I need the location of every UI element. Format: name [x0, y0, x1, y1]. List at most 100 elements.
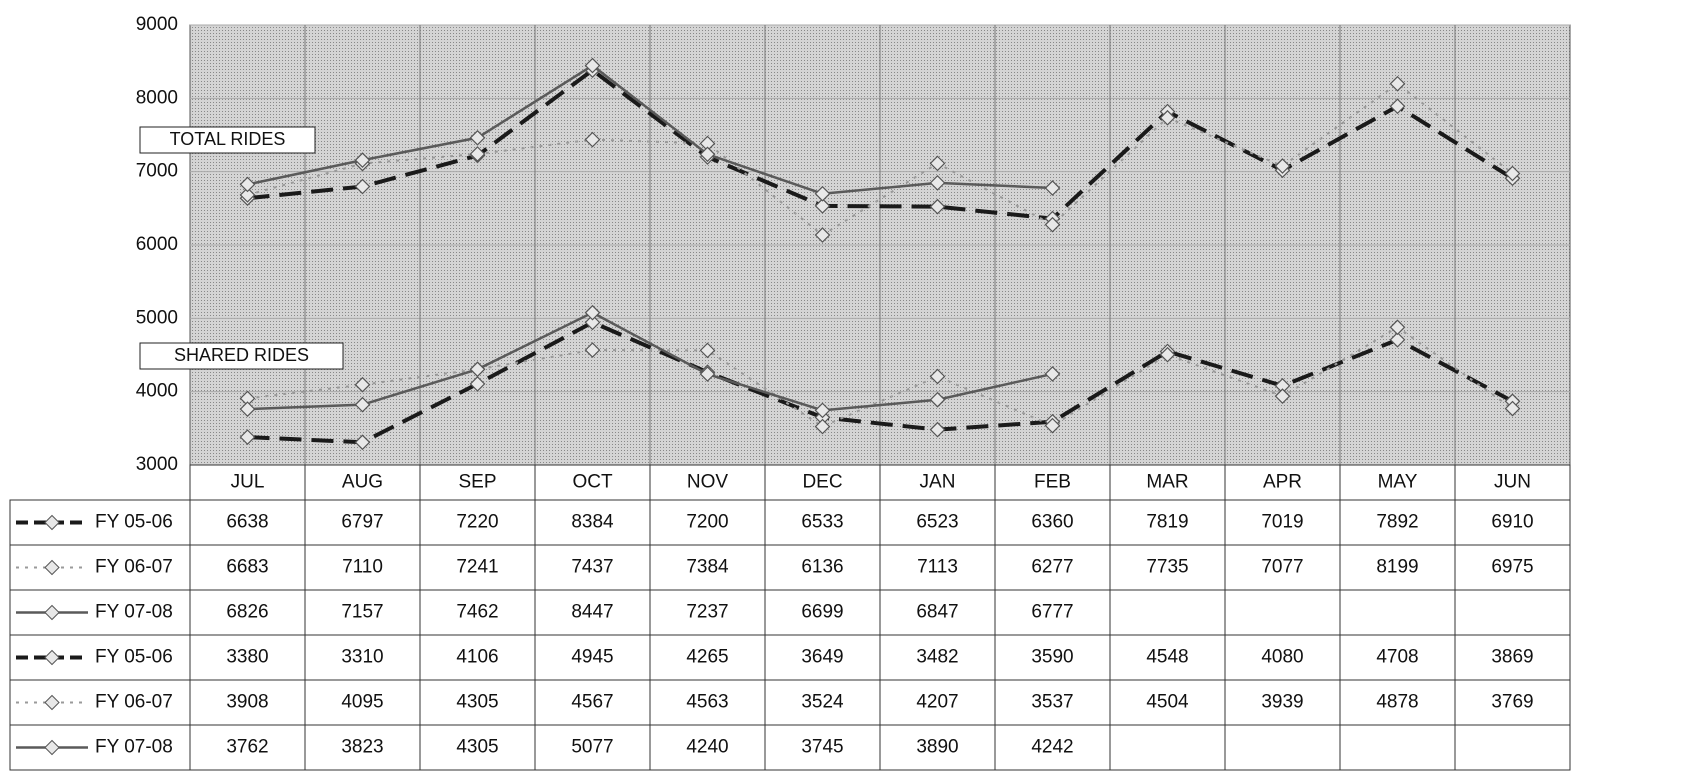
table-value: 6847 — [916, 602, 958, 623]
table-value: 4563 — [686, 692, 728, 713]
table-cell — [1339, 679, 1456, 726]
table-cell — [419, 679, 536, 726]
table-value: 4242 — [1031, 737, 1073, 758]
annotation-box — [139, 126, 316, 154]
table-cell — [1339, 589, 1456, 636]
marker — [699, 342, 716, 359]
table-value: 4240 — [686, 737, 728, 758]
table-value: 7241 — [456, 557, 498, 578]
x-tick-label: OCT — [572, 472, 613, 493]
marker — [1389, 75, 1406, 92]
table-cell — [879, 499, 996, 546]
table-value: 8199 — [1376, 557, 1418, 578]
table-value: 7237 — [686, 602, 728, 623]
table-cell — [189, 544, 306, 591]
marker — [929, 368, 946, 385]
table-cell — [419, 634, 536, 681]
marker — [814, 198, 831, 214]
marker — [929, 421, 946, 438]
table-value: 4878 — [1376, 692, 1418, 713]
table-cell — [1224, 589, 1341, 636]
x-tick-label: MAY — [1378, 472, 1418, 493]
table-cell — [1109, 544, 1226, 591]
table-cell — [304, 724, 421, 771]
marker — [354, 396, 371, 413]
table-value: 6777 — [1031, 602, 1073, 623]
table-value: 7157 — [341, 602, 383, 623]
legend-marker — [44, 649, 60, 666]
table-value: 6699 — [801, 602, 843, 623]
table-cell — [1224, 634, 1341, 681]
table-cell — [1454, 499, 1571, 546]
table-value: 3769 — [1491, 692, 1533, 713]
x-tick-label: SEP — [458, 472, 496, 493]
table-cell — [1339, 544, 1456, 591]
table-value: 6826 — [226, 602, 268, 623]
table-cell — [1454, 544, 1571, 591]
table-cell — [304, 679, 421, 726]
table-value: 7220 — [456, 512, 498, 533]
marker — [239, 429, 256, 445]
marker — [1044, 180, 1061, 196]
legend-marker — [44, 604, 60, 621]
legend-label: FY 05-06 — [95, 512, 173, 533]
table-value: 5077 — [571, 737, 613, 758]
table-cell — [1109, 679, 1226, 726]
table-value: 7384 — [686, 557, 729, 578]
table-cell — [1339, 634, 1456, 681]
series-line — [247, 320, 1514, 445]
table-cell — [419, 589, 536, 636]
x-tick-label: JUN — [1494, 472, 1531, 493]
table-cell — [994, 634, 1111, 681]
table-value: 6277 — [1031, 557, 1073, 578]
table-cell — [1109, 499, 1226, 546]
table-cell — [994, 499, 1111, 546]
table-value: 7077 — [1261, 557, 1303, 578]
marker — [354, 376, 371, 393]
x-tick-label: FEB — [1034, 472, 1071, 493]
marker — [239, 176, 256, 193]
table-value: 3590 — [1031, 647, 1073, 668]
legend-marker — [44, 694, 60, 711]
table-value: 3537 — [1031, 692, 1073, 713]
x-tick-label: MAR — [1146, 472, 1188, 493]
table-cell — [419, 499, 536, 546]
legend-label: FY 07-08 — [95, 602, 173, 623]
x-tick-label: AUG — [342, 472, 383, 493]
table-cell — [534, 724, 651, 771]
table-value: 4567 — [571, 692, 613, 713]
marker — [469, 376, 486, 392]
table-cell — [1109, 724, 1226, 771]
y-tick-label: 3000 — [136, 454, 178, 475]
table-value: 4106 — [456, 647, 498, 668]
table-cell — [189, 679, 306, 726]
y-tick-label: 6000 — [136, 234, 178, 255]
table-cell — [304, 589, 421, 636]
marker — [699, 146, 716, 163]
marker — [354, 434, 371, 451]
marker — [814, 227, 831, 243]
table-cell — [534, 544, 651, 591]
marker — [1389, 319, 1406, 336]
table-value: 4305 — [456, 692, 498, 713]
table-cell — [994, 724, 1111, 771]
marker — [469, 361, 486, 378]
table-cell — [1339, 499, 1456, 546]
marker — [239, 401, 256, 417]
table-cell — [649, 724, 766, 771]
legend-marker — [44, 559, 60, 576]
marker — [1044, 366, 1061, 382]
table-value: 3649 — [801, 647, 843, 668]
marker — [584, 304, 601, 321]
series-line — [247, 67, 1514, 221]
marker — [929, 391, 946, 408]
marker — [814, 185, 831, 202]
table-value: 4548 — [1146, 647, 1188, 668]
x-tick-label: APR — [1263, 472, 1302, 493]
marker — [239, 187, 256, 203]
table-value: 4305 — [456, 737, 498, 758]
marker — [354, 178, 371, 195]
table-cell — [764, 634, 881, 681]
marker — [929, 198, 946, 215]
table-cell — [419, 544, 536, 591]
